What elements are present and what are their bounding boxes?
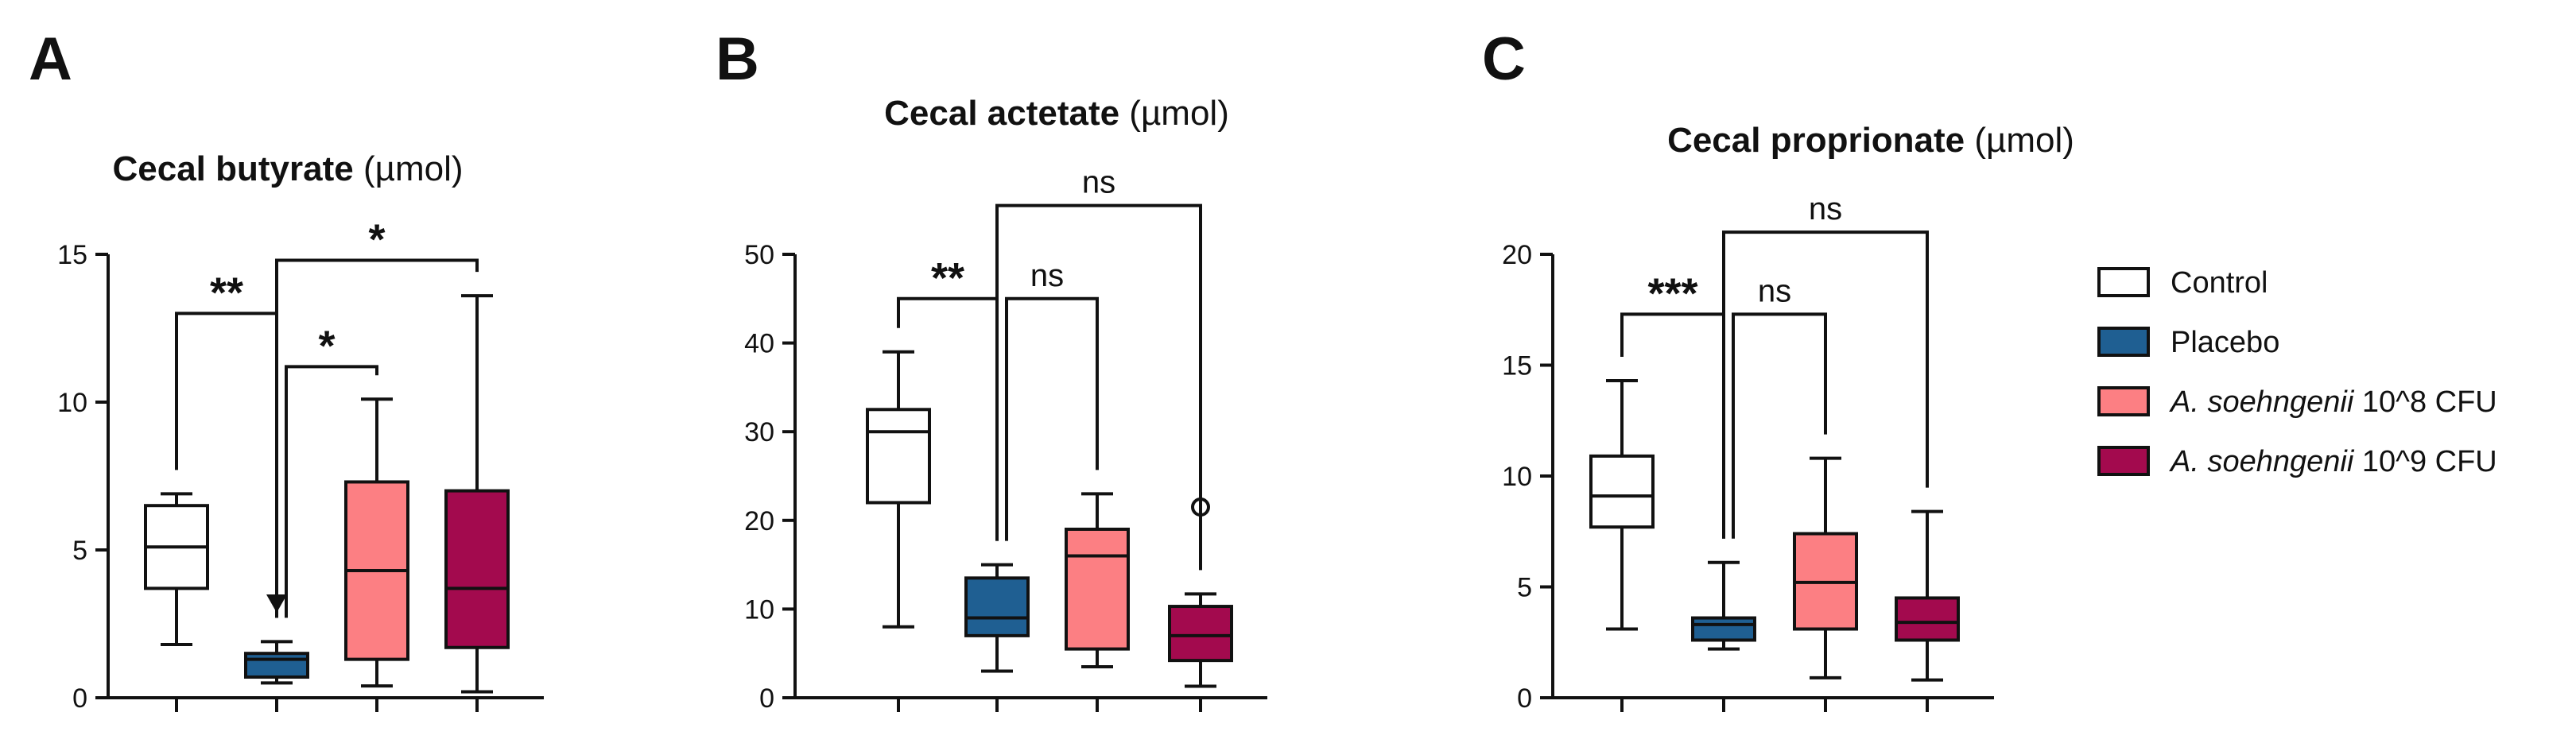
significance-label: ns [1809, 192, 1842, 226]
bracket-line [285, 365, 378, 618]
y-tick-label: 0 [1517, 683, 1532, 714]
legend-label: A. soehngenii 10^8 CFU [2169, 385, 2497, 419]
legend-label-text: 10^9 CFU [2353, 445, 2496, 478]
bracket-line [995, 203, 1202, 571]
legend-label-italic: A. soehngenii [2169, 385, 2355, 419]
chart-title-bold: Cecal butyrate [112, 149, 353, 188]
box-placebo [1691, 560, 1756, 651]
legend-label-text: Control [2171, 266, 2268, 300]
box-a-soehngenii-10-8-cfu [1065, 492, 1130, 668]
y-tick-label: 30 [744, 417, 774, 447]
bracket-line [1722, 230, 1929, 539]
legend-swatch [2097, 327, 2150, 357]
box-iqr [866, 408, 931, 505]
bracket-line [1005, 296, 1099, 541]
panel-letter: A [29, 25, 72, 93]
box-iqr [964, 576, 1030, 637]
significance-label: ns [1082, 165, 1115, 200]
bracket-line [275, 258, 479, 618]
legend-swatch [2097, 386, 2150, 416]
significance-bracket: ns [1722, 192, 1929, 539]
significance-label: * [318, 322, 335, 370]
chart-title-unit: (µmol) [1119, 94, 1229, 133]
box-a-soehngenii-10-9-cfu [1895, 509, 1960, 682]
y-tick-label: 15 [57, 240, 87, 270]
box-control [144, 492, 209, 647]
y-tick-label: 10 [744, 594, 774, 625]
legend-label: A. soehngenii 10^9 CFU [2169, 445, 2497, 478]
box-a-soehngenii-10-8-cfu [344, 397, 409, 688]
box-iqr [1589, 454, 1655, 529]
significance-bracket: ns [1005, 258, 1099, 541]
box-iqr [244, 652, 309, 679]
panel-letter: B [716, 25, 759, 93]
box-iqr [1065, 527, 1130, 651]
significance-label: *** [1647, 269, 1697, 317]
box-a-soehngenii-10-9-cfu [1168, 497, 1233, 688]
y-tick-label: 10 [57, 388, 87, 418]
box-a-soehngenii-10-9-cfu [444, 294, 510, 694]
box-iqr [1895, 596, 1960, 642]
box-control [1589, 379, 1655, 631]
legend-item: Placebo [2097, 326, 2279, 359]
panel-c: C Cecal proprionate (µmol) 0 5 10 15 20 *** ns ns [1482, 25, 2074, 714]
box-control [866, 350, 931, 629]
legend-swatch [2097, 446, 2150, 476]
significance-label: ** [210, 269, 243, 316]
significance-bracket: ns [995, 165, 1202, 571]
legend-label-italic: A. soehngenii [2169, 445, 2355, 478]
y-tick-label: 50 [744, 240, 774, 270]
chart-title: Cecal actetate (µmol) [884, 94, 1229, 133]
legend-label-text: 10^8 CFU [2353, 385, 2496, 419]
y-tick-label: 5 [72, 536, 87, 566]
box-iqr [1168, 605, 1233, 663]
y-tick-label: 20 [744, 506, 774, 536]
chart-title: Cecal butyrate (µmol) [112, 149, 463, 188]
box-a-soehngenii-10-8-cfu [1793, 456, 1858, 679]
y-tick-label: 10 [1502, 462, 1532, 492]
box-iqr [1691, 616, 1756, 642]
significance-label: ns [1758, 273, 1791, 308]
significance-bracket: ns [1732, 273, 1827, 539]
box-iqr [444, 489, 510, 649]
chart-title-bold: Cecal proprionate [1667, 121, 1965, 160]
legend-label: Control [2171, 266, 2268, 300]
y-tick-label: 40 [744, 329, 774, 359]
significance-label: ns [1030, 258, 1064, 293]
chart-title-unit: (µmol) [354, 149, 464, 188]
y-tick-label: 15 [1502, 351, 1532, 381]
panel-b: B Cecal actetate (µmol) 0 10 20 30 40 50 ** ns ns [716, 25, 1267, 714]
significance-bracket: * [275, 215, 479, 618]
legend-label: Placebo [2171, 326, 2279, 359]
chart-title: Cecal proprionate (µmol) [1667, 121, 2074, 160]
legend-swatch [2097, 267, 2150, 297]
significance-label: * [368, 215, 385, 263]
legend-label-text: Placebo [2171, 326, 2279, 359]
bracket-line [1732, 312, 1827, 539]
legend-item: Control [2097, 266, 2268, 300]
chart-title-bold: Cecal actetate [884, 94, 1119, 133]
significance-label: ** [931, 254, 964, 302]
y-tick-label: 0 [759, 683, 774, 714]
legend-item: A. soehngenii 10^9 CFU [2097, 445, 2497, 478]
panel-letter: C [1482, 25, 1526, 93]
y-tick-label: 5 [1517, 573, 1532, 603]
box-placebo [964, 563, 1030, 673]
y-tick-label: 20 [1502, 240, 1532, 270]
legend-item: A. soehngenii 10^8 CFU [2097, 385, 2497, 419]
chart-title-unit: (µmol) [1965, 121, 2074, 160]
significance-bracket: * [285, 322, 378, 618]
y-tick-label: 0 [72, 683, 87, 714]
